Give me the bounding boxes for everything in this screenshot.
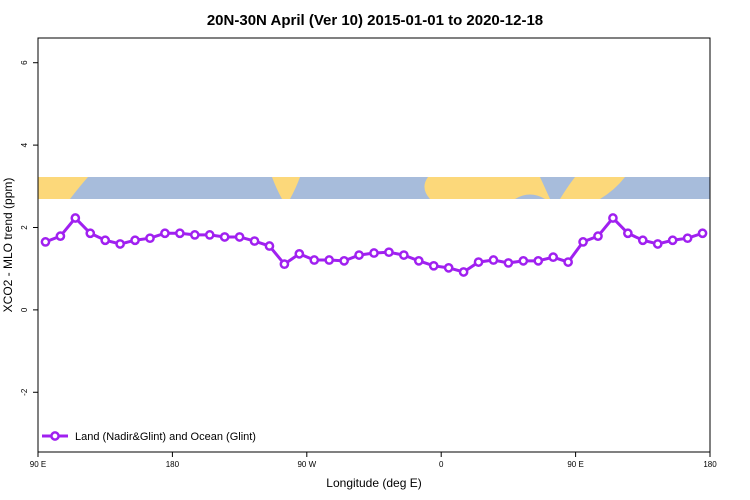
data-point	[175, 228, 185, 239]
legend-label: Land (Nadir&Glint) and Ocean (Glint)	[75, 431, 256, 443]
x-tick-label: 90 E	[30, 460, 46, 469]
data-point	[115, 239, 125, 249]
y-tick-label: 2	[20, 225, 29, 230]
x-axis-label: Longitude (deg E)	[326, 476, 421, 490]
y-tick-label: 4	[20, 142, 29, 147]
data-point	[324, 255, 335, 265]
data-point	[189, 230, 200, 240]
x-tick-label: 180	[166, 460, 180, 469]
legend-marker	[50, 431, 60, 441]
data-point	[637, 235, 648, 246]
x-tick-label: 90 E	[567, 460, 583, 469]
data-point	[413, 256, 424, 266]
chart-title: 20N-30N April (Ver 10) 2015-01-01 to 202…	[207, 12, 543, 29]
data-point	[130, 235, 140, 246]
data-point	[518, 256, 529, 266]
data-point	[488, 255, 499, 265]
data-point	[473, 257, 484, 267]
y-tick-label: 0	[20, 307, 29, 312]
data-point	[264, 241, 275, 251]
data-point	[249, 236, 260, 246]
data-point	[204, 230, 215, 240]
data-point	[85, 228, 96, 239]
data-point	[593, 231, 603, 241]
data-point	[219, 232, 230, 242]
data-point	[100, 235, 111, 246]
y-tick-label: 6	[20, 60, 29, 65]
data-point	[55, 231, 66, 241]
plot-frame	[37, 37, 711, 453]
data-point	[697, 228, 708, 239]
y-tick-label: -2	[20, 388, 29, 396]
y-axis-label: XCO2 - MLO trend (ppm)	[1, 178, 15, 313]
data-point	[369, 248, 379, 258]
data-point	[503, 258, 514, 268]
data-point	[339, 256, 349, 266]
data-point	[578, 237, 588, 247]
data-point	[458, 267, 469, 277]
data-point	[563, 257, 573, 267]
data-point	[623, 228, 633, 239]
data-point	[234, 232, 245, 242]
data-point	[548, 252, 559, 263]
data-point	[443, 263, 454, 273]
data-point	[428, 260, 439, 271]
data-point	[279, 259, 290, 270]
data-point	[40, 237, 51, 247]
x-tick-label: 180	[703, 460, 717, 469]
data-point	[608, 213, 618, 223]
data-point	[309, 255, 320, 265]
data-point	[145, 233, 155, 244]
data-point	[384, 247, 394, 258]
data-point	[354, 250, 364, 260]
map-strip	[38, 177, 710, 199]
data-point	[70, 213, 81, 223]
x-tick-label: 0	[439, 460, 444, 469]
data-point	[652, 239, 663, 249]
data-point	[160, 228, 170, 239]
data-point	[294, 249, 305, 259]
data-point	[533, 256, 544, 266]
data-point	[667, 235, 678, 246]
data-point	[399, 250, 409, 260]
series-line	[44, 215, 704, 274]
data-point	[682, 233, 693, 244]
x-tick-label: 90 W	[297, 460, 316, 469]
